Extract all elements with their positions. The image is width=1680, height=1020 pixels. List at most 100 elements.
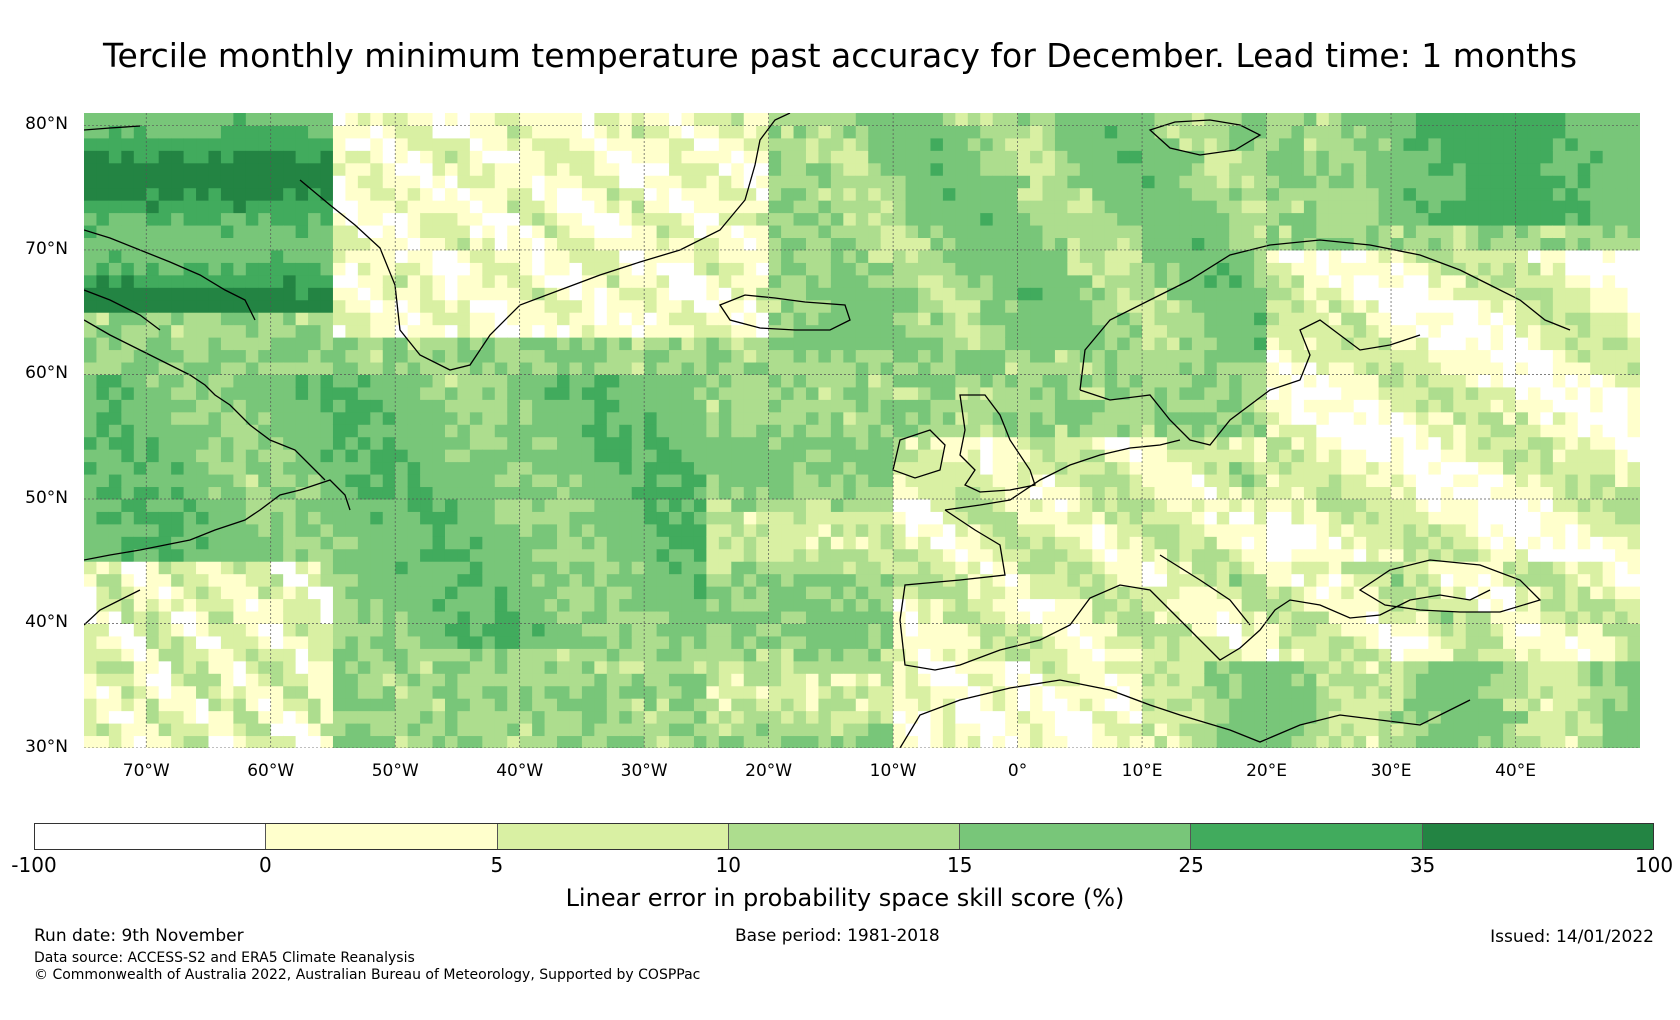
- grid-cell: [569, 225, 583, 239]
- grid-cell: [1079, 287, 1093, 301]
- grid-cell: [693, 262, 707, 276]
- grid-cell: [1079, 498, 1093, 512]
- grid-cell: [1291, 735, 1305, 748]
- grid-cell: [121, 461, 135, 475]
- grid-cell: [1241, 349, 1255, 363]
- grid-cell: [332, 150, 346, 164]
- grid-cell: [1204, 200, 1218, 214]
- grid-cell: [494, 374, 508, 388]
- grid-cell: [781, 710, 795, 724]
- grid-cell: [1229, 424, 1243, 438]
- grid-cell: [1092, 635, 1106, 649]
- grid-cell: [955, 337, 969, 351]
- grid-cell: [332, 735, 346, 748]
- grid-cell: [980, 175, 994, 189]
- grid-cell: [108, 461, 122, 475]
- grid-cell: [233, 611, 247, 624]
- grid-cell: [258, 237, 272, 251]
- grid-cell: [308, 225, 322, 239]
- grid-cell: [121, 486, 135, 500]
- grid-cell: [955, 362, 969, 375]
- grid-cell: [1254, 461, 1268, 475]
- grid-cell: [494, 598, 508, 612]
- grid-cell: [1104, 623, 1118, 637]
- grid-cell: [1229, 349, 1243, 363]
- grid-cell: [693, 225, 707, 239]
- grid-cell: [507, 424, 521, 438]
- grid-cell: [1104, 125, 1118, 139]
- grid-cell: [805, 411, 819, 425]
- grid-cell: [457, 461, 471, 475]
- grid-cell: [980, 523, 994, 537]
- grid-cell: [370, 623, 384, 637]
- grid-cell: [208, 374, 222, 388]
- grid-cell: [507, 698, 521, 712]
- grid-cell: [843, 374, 857, 388]
- grid-cell: [855, 249, 869, 263]
- grid-cell: [880, 673, 894, 687]
- grid-cell: [1204, 474, 1218, 488]
- grid-cell: [768, 486, 782, 500]
- grid-cell: [818, 573, 832, 587]
- grid-cell: [283, 237, 297, 251]
- grid-cell: [196, 249, 209, 263]
- grid-cell: [469, 573, 483, 587]
- grid-cell: [880, 113, 894, 126]
- grid-cell: [1129, 324, 1143, 338]
- grid-cell: [544, 573, 558, 587]
- grid-cell: [1054, 710, 1068, 724]
- grid-cell: [1142, 225, 1156, 239]
- grid-cell: [1166, 698, 1180, 712]
- grid-cell: [345, 299, 359, 313]
- grid-cell: [233, 299, 247, 313]
- grid-cell: [1229, 162, 1243, 176]
- grid-cell: [594, 548, 608, 562]
- grid-cell: [656, 623, 670, 637]
- grid-cell: [183, 274, 197, 288]
- grid-cell: [743, 735, 757, 748]
- grid-cell: [84, 611, 97, 624]
- grid-cell: [158, 386, 172, 400]
- grid-cell: [855, 548, 869, 562]
- grid-cell: [220, 635, 234, 649]
- grid-cell: [407, 623, 421, 637]
- grid-cell: [320, 200, 334, 214]
- grid-cell: [781, 299, 795, 313]
- grid-cell: [494, 474, 508, 488]
- grid-cell: [407, 249, 421, 263]
- grid-cell: [930, 735, 944, 748]
- grid-cell: [606, 561, 620, 575]
- grid-cell: [208, 225, 222, 239]
- grid-cell: [345, 212, 359, 226]
- grid-cell: [781, 212, 795, 226]
- grid-cell: [407, 262, 421, 276]
- grid-cell: [830, 573, 844, 587]
- grid-cell: [1166, 635, 1180, 649]
- grid-cell: [332, 324, 346, 338]
- grid-cell: [681, 573, 695, 587]
- grid-cell: [781, 225, 795, 239]
- grid-cell: [519, 561, 533, 575]
- grid-cell: [893, 200, 907, 214]
- grid-cell: [1054, 187, 1068, 201]
- grid-cell: [1079, 162, 1093, 176]
- grid-cell: [880, 660, 894, 674]
- grid-cell: [1117, 349, 1131, 363]
- grid-cell: [196, 337, 209, 351]
- grid-cell: [146, 137, 160, 151]
- grid-cell: [955, 200, 969, 214]
- grid-cell: [108, 436, 122, 450]
- grid-cell: [345, 150, 359, 164]
- grid-cell: [1216, 561, 1230, 575]
- grid-cell: [146, 723, 160, 737]
- grid-cell: [781, 411, 795, 425]
- grid-cell: [1291, 635, 1305, 649]
- grid-cell: [1216, 113, 1230, 126]
- grid-cell: [868, 287, 882, 301]
- grid-cell: [233, 648, 247, 662]
- grid-cell: [183, 474, 197, 488]
- grid-cell: [1054, 698, 1068, 712]
- grid-cell: [183, 225, 197, 239]
- grid-cell: [581, 200, 595, 214]
- grid-cell: [669, 324, 683, 338]
